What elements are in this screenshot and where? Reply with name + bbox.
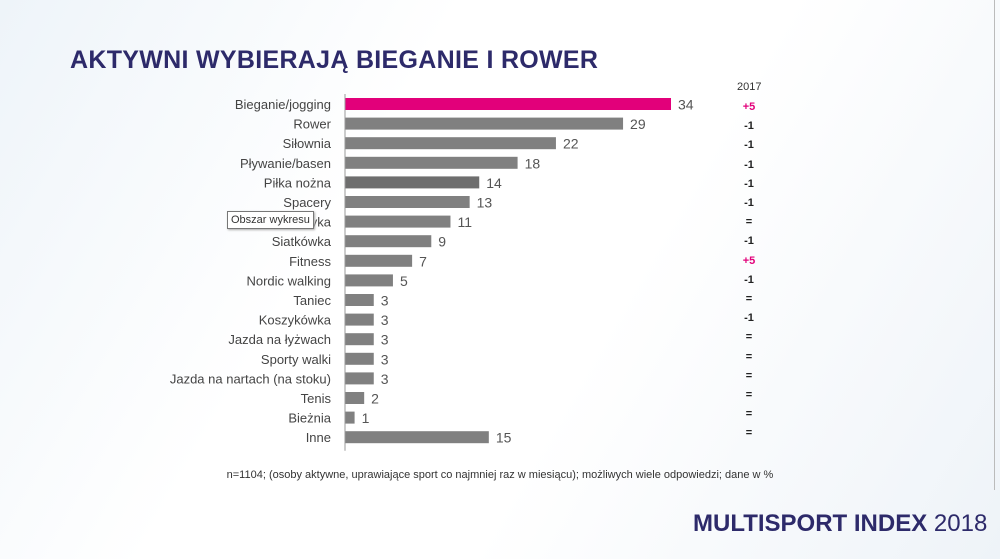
scrollbar-edge [994, 0, 995, 490]
category-label: Koszykówka [259, 313, 332, 328]
bar [345, 294, 374, 306]
category-label: Piłka nożna [264, 175, 332, 190]
bar [345, 235, 432, 248]
year-header: 2017 [737, 81, 762, 93]
value-label: 5 [400, 273, 408, 289]
value-label: 18 [525, 155, 541, 171]
change-value: = [745, 369, 753, 382]
category-label: Pływanie/basen [240, 156, 331, 171]
value-label: 3 [381, 293, 389, 309]
change-value: = [745, 331, 753, 344]
value-label: 29 [630, 116, 646, 132]
bar [345, 98, 671, 110]
change-value: = [745, 389, 753, 401]
bar [345, 392, 365, 404]
category-label: Fitness [289, 254, 331, 269]
category-label: Jazda na nartach (na stoku) [170, 371, 331, 386]
value-label: 3 [381, 332, 389, 348]
category-label: Spacery [283, 195, 331, 210]
change-value: = [745, 427, 753, 440]
category-label: Siłownia [283, 136, 332, 151]
value-label: 22 [563, 136, 579, 152]
bar [345, 372, 374, 385]
change-value: -1 [744, 177, 754, 190]
change-value: +5 [742, 254, 756, 267]
change-value: -1 [744, 197, 754, 209]
bar [345, 137, 556, 150]
bar [345, 352, 374, 365]
category-label: Bieżnia [288, 411, 331, 426]
bar [345, 254, 413, 267]
change-value: -1 [744, 273, 754, 286]
value-label: 7 [419, 253, 427, 269]
change-value: = [745, 350, 753, 363]
value-label: 3 [381, 312, 389, 328]
bar [345, 313, 374, 326]
category-label: yka [311, 215, 332, 230]
bar [345, 196, 470, 208]
change-value: -1 [744, 139, 754, 152]
category-label: Siatkówka [272, 234, 332, 249]
change-value: -1 [744, 235, 754, 248]
value-label: 3 [381, 371, 389, 387]
bar [345, 431, 489, 444]
value-label: 1 [362, 410, 370, 426]
page-title: AKTYWNI WYBIERAJĄ BIEGANIE I ROWER [70, 46, 599, 74]
category-label: Rower [293, 117, 331, 132]
bar [345, 215, 451, 228]
bar [345, 333, 374, 346]
category-label: Inne [306, 430, 331, 445]
change-value: -1 [744, 158, 754, 171]
value-label: 11 [457, 214, 472, 230]
change-value: +5 [742, 101, 756, 113]
bar [345, 176, 480, 189]
value-label: 3 [381, 351, 389, 367]
bar [345, 274, 393, 287]
value-label: 14 [486, 175, 502, 191]
category-label: Sporty walki [261, 352, 331, 367]
chart-area-tooltip: Obszar wykresu [227, 211, 314, 229]
category-label: Nordic walking [246, 273, 331, 288]
change-value: = [745, 216, 753, 229]
category-label: Taniec [293, 293, 331, 308]
footnote: n=1104; (osoby aktywne, uprawiające spor… [226, 469, 774, 481]
value-label: 9 [438, 234, 446, 250]
category-label: Tenis [301, 391, 332, 406]
logo: MULTISPORT INDEX 2018 [693, 510, 988, 537]
change-value: -1 [744, 120, 754, 133]
category-label: Jazda na łyżwach [228, 332, 331, 347]
bar [345, 117, 624, 130]
bar [345, 156, 518, 169]
change-value: = [745, 408, 753, 421]
value-label: 2 [371, 391, 379, 407]
change-value: -1 [744, 312, 754, 325]
bar [345, 411, 355, 424]
category-label: Bieganie/jogging [235, 97, 331, 112]
value-label: 34 [678, 97, 694, 113]
value-label: 15 [496, 430, 512, 446]
change-value: = [745, 293, 753, 305]
value-label: 13 [477, 195, 493, 211]
